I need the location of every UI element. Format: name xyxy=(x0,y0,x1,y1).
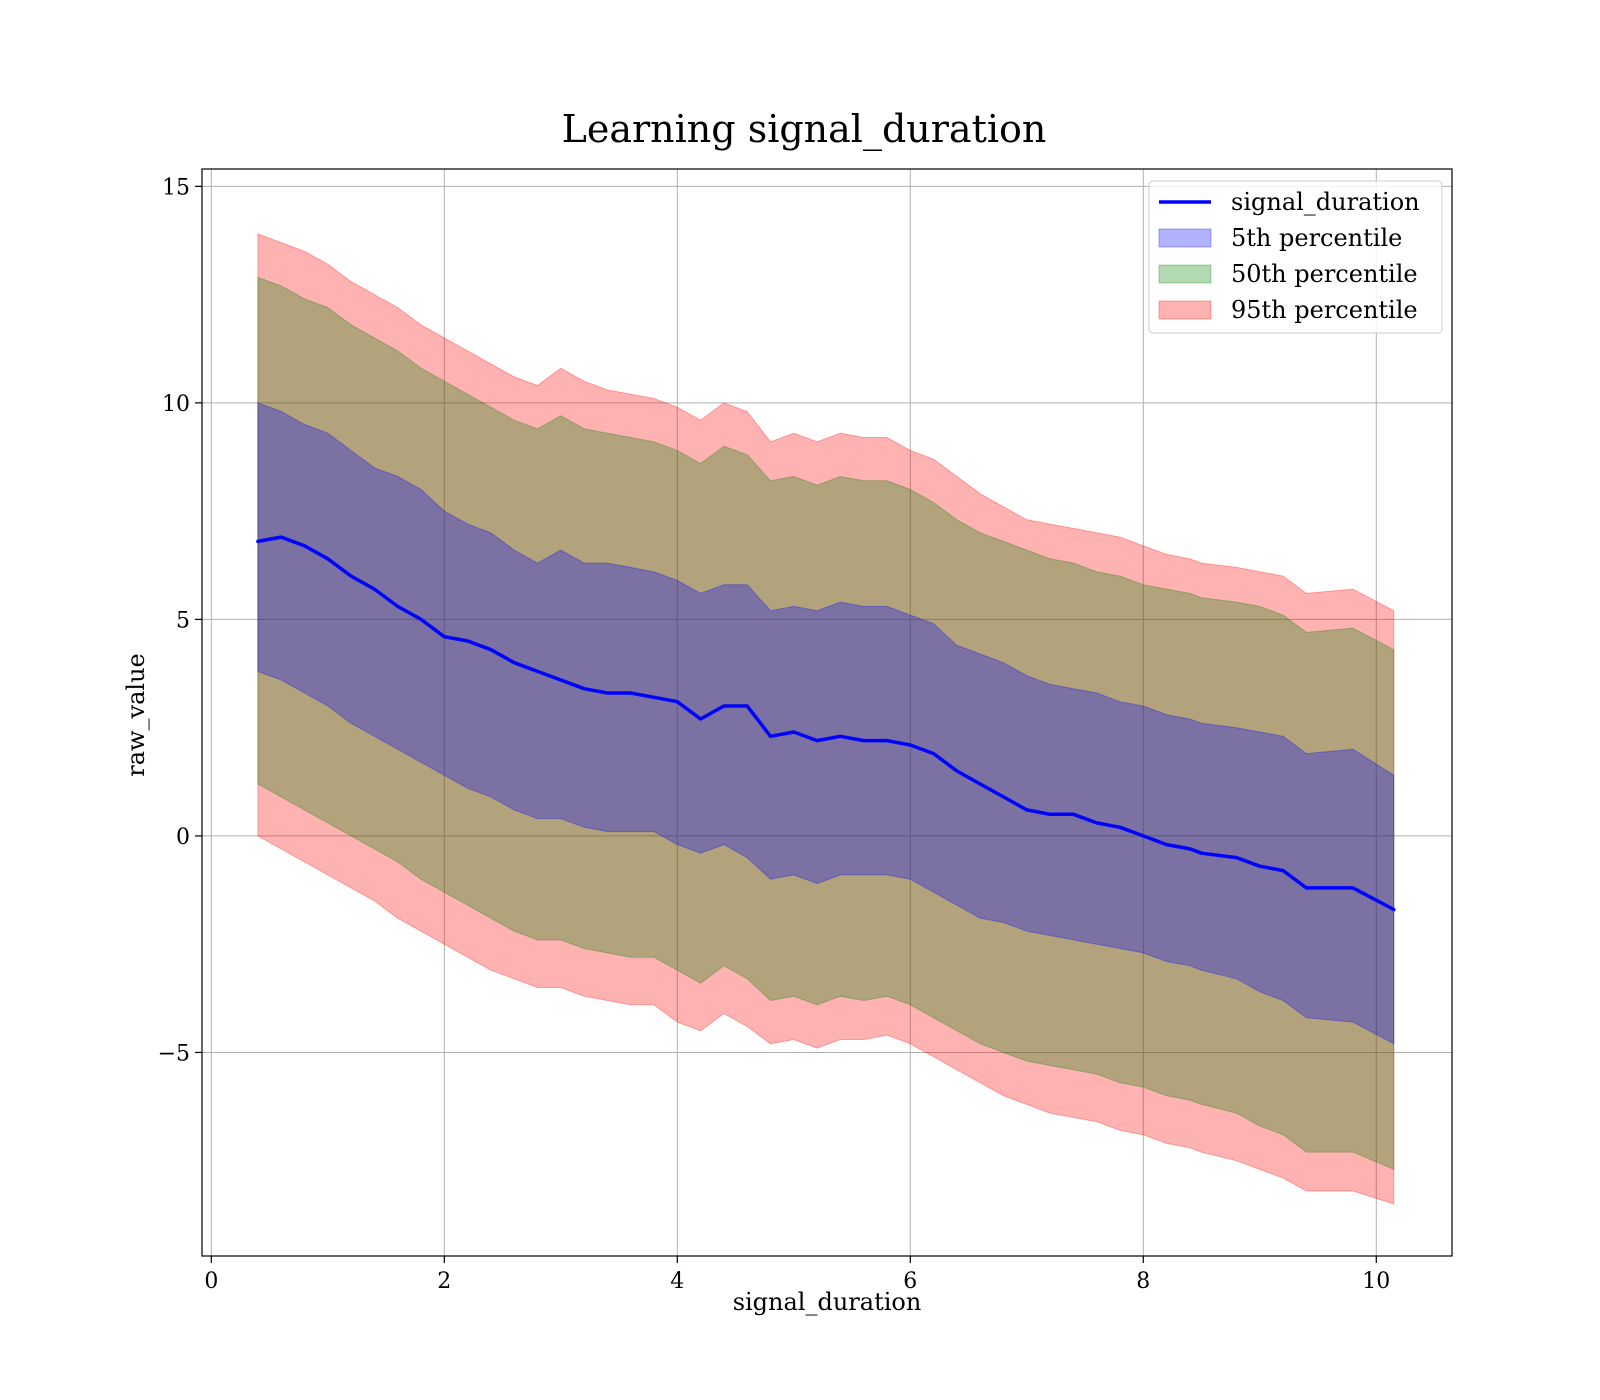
band-95th-percentile xyxy=(257,233,1395,1205)
legend: signal_duration 5th percentile 50th percen… xyxy=(1148,180,1443,334)
legend-band-swatch xyxy=(1158,228,1212,248)
legend-label: 50th percentile xyxy=(1231,260,1418,288)
band-50th-percentile xyxy=(257,276,1395,1171)
y-tick-label: 0 xyxy=(176,825,190,850)
legend-band-swatch xyxy=(1158,300,1212,320)
y-tick-label: 10 xyxy=(162,392,190,417)
x-tick-label: 10 xyxy=(1362,1269,1390,1294)
x-tick-label: 6 xyxy=(903,1269,917,1294)
x-tick-label: 8 xyxy=(1136,1269,1150,1294)
band-5th-percentile xyxy=(257,402,1395,1045)
legend-label: signal_duration xyxy=(1231,188,1420,216)
y-tick-label: 15 xyxy=(162,175,190,200)
axes-frame xyxy=(201,168,1453,1257)
x-tick-label: 0 xyxy=(204,1269,218,1294)
legend-band-swatch xyxy=(1158,264,1212,284)
series-line-signal-duration xyxy=(256,535,1396,912)
y-tick-label: −5 xyxy=(158,1041,190,1066)
legend-box xyxy=(1148,180,1443,334)
x-axis-label: signal_duration xyxy=(733,1288,922,1316)
plot-area: 0 2 4 6 8 10 −5 0 5 10 15 xyxy=(158,168,1453,1294)
x-tick-label: 2 xyxy=(437,1269,451,1294)
chart-title: Learning signal_duration xyxy=(562,107,1047,152)
y-tick-label: 5 xyxy=(176,608,190,633)
y-axis-label: raw_value xyxy=(122,653,150,777)
legend-label: 5th percentile xyxy=(1231,224,1402,252)
legend-label: 95th percentile xyxy=(1231,296,1418,324)
x-tick-label: 4 xyxy=(670,1269,684,1294)
